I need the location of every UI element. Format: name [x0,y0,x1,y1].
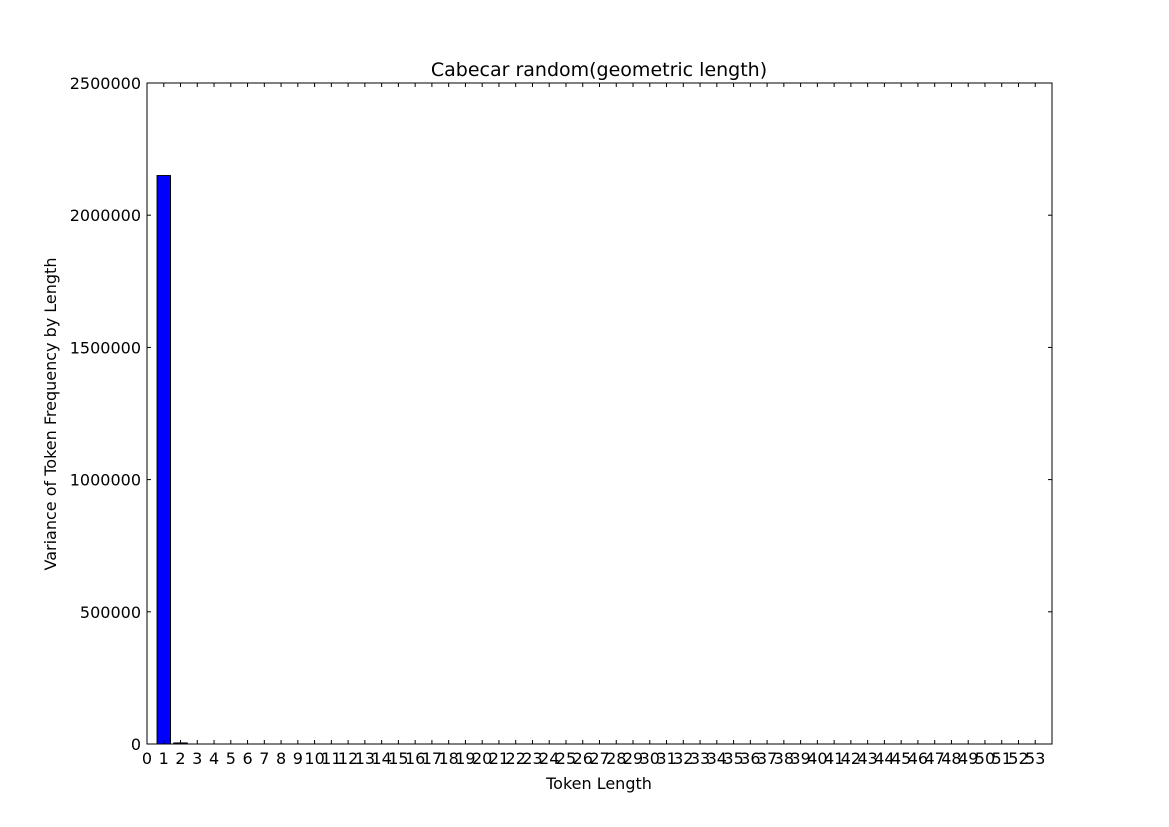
x-tick-label-7: 7 [259,749,269,768]
x-tick-label-26: 26 [573,749,593,768]
x-tick-label-19: 19 [455,749,475,768]
x-tick-label-6: 6 [242,749,252,768]
x-tick-label-34: 34 [707,749,727,768]
y-tick-label-0: 0 [131,735,141,754]
y-axis-label: Variance of Token Frequency by Length [41,258,60,571]
x-tick-label-21: 21 [489,749,509,768]
x-tick-label-44: 44 [874,749,894,768]
x-tick-label-49: 49 [958,749,978,768]
x-tick-label-11: 11 [321,749,341,768]
x-tick-label-20: 20 [472,749,492,768]
x-tick-label-41: 41 [824,749,844,768]
x-tick-label-33: 33 [690,749,710,768]
x-tick-label-42: 42 [841,749,861,768]
x-tick-label-13: 13 [355,749,375,768]
x-tick-label-52: 52 [1008,749,1028,768]
x-tick-label-22: 22 [506,749,526,768]
x-tick-label-3: 3 [192,749,202,768]
x-tick-label-0: 0 [142,749,152,768]
x-tick-label-17: 17 [422,749,442,768]
x-tick-label-10: 10 [304,749,324,768]
x-tick-label-35: 35 [723,749,743,768]
x-tick-label-9: 9 [293,749,303,768]
x-tick-label-36: 36 [740,749,760,768]
x-tick-label-40: 40 [807,749,827,768]
bar-1 [156,175,171,745]
x-tick-label-47: 47 [925,749,945,768]
y-tick-label-500000: 500000 [80,603,141,622]
x-tick-label-39: 39 [790,749,810,768]
y-tick-label-1500000: 1500000 [70,338,141,357]
plot-frame [146,82,1053,745]
x-tick-label-16: 16 [405,749,425,768]
x-tick-label-48: 48 [941,749,961,768]
x-axis-label: Token Length [545,774,652,793]
x-tick-label-53: 53 [1025,749,1045,768]
x-tick-label-31: 31 [656,749,676,768]
x-tick-label-8: 8 [276,749,286,768]
y-axis-ticks: 0 500000 1000000 1500000 2000000 2500000 [70,74,1052,754]
x-tick-label-37: 37 [757,749,777,768]
x-tick-label-24: 24 [539,749,559,768]
x-tick-label-45: 45 [891,749,911,768]
x-tick-label-29: 29 [623,749,643,768]
x-tick-label-2: 2 [175,749,185,768]
x-tick-label-51: 51 [992,749,1012,768]
x-tick-label-23: 23 [522,749,542,768]
x-tick-label-4: 4 [209,749,219,768]
x-tick-label-32: 32 [673,749,693,768]
y-tick-label-2000000: 2000000 [70,206,141,225]
x-tick-label-43: 43 [857,749,877,768]
x-tick-label-15: 15 [388,749,408,768]
x-tick-label-28: 28 [606,749,626,768]
x-tick-label-30: 30 [640,749,660,768]
x-tick-label-14: 14 [371,749,391,768]
x-tick-label-1: 1 [159,749,169,768]
x-tick-label-38: 38 [774,749,794,768]
x-tick-label-27: 27 [589,749,609,768]
x-tick-label-12: 12 [338,749,358,768]
y-tick-label-1000000: 1000000 [70,471,141,490]
x-tick-label-46: 46 [908,749,928,768]
x-axis-ticks: 0 1 2 3 4 5 6 7 8 9 101112131415161718192021222324… [142,83,1045,768]
x-tick-label-18: 18 [438,749,458,768]
chart-title: Cabecar random(geometric length) [431,59,767,81]
x-tick-label-5: 5 [226,749,236,768]
x-tick-label-50: 50 [975,749,995,768]
x-tick-label-25: 25 [556,749,576,768]
y-tick-label-2500000: 2500000 [70,74,141,93]
